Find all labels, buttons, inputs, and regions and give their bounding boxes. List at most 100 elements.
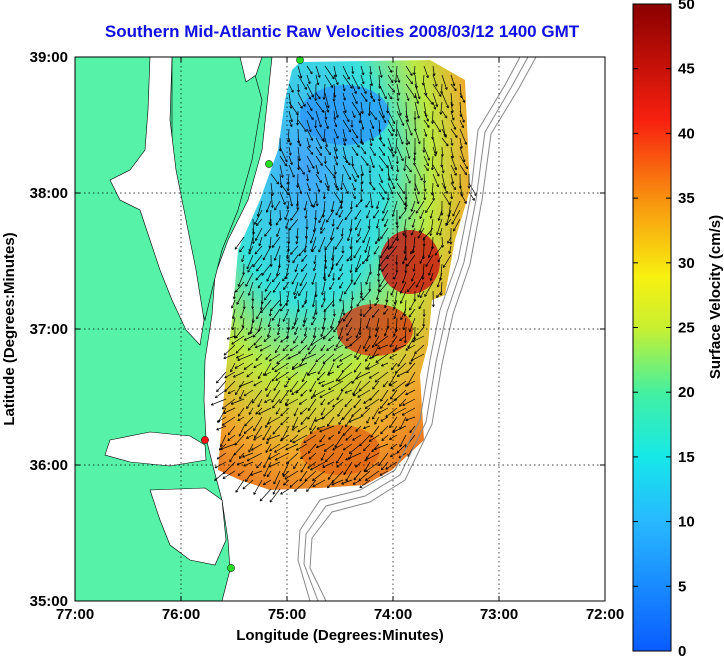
velocity-vector: [216, 452, 227, 460]
velocity-vector: [400, 308, 407, 321]
velocity-vector: [441, 164, 444, 174]
x-tick-labels: 77:00 76:00 75:00 74:00 73:00 72:00: [56, 57, 624, 623]
velocity-vector: [333, 182, 339, 191]
velocity-vector: [374, 371, 389, 383]
velocity-vector: [277, 317, 281, 327]
velocity-vector: [238, 425, 245, 437]
velocity-vector: [253, 416, 263, 432]
velocity-vector: [321, 380, 335, 387]
velocity-vector: [405, 416, 416, 421]
velocity-vector: [237, 416, 245, 421]
velocity-vector: [376, 290, 380, 300]
velocity-vector: [459, 146, 465, 163]
velocity-vector: [293, 461, 299, 469]
velocity-vector: [389, 434, 398, 440]
velocity-vector: [309, 380, 317, 392]
velocity-vector: [359, 479, 371, 489]
velocity-vector: [342, 128, 347, 142]
velocity-vector: [217, 407, 227, 423]
velocity-vector: [378, 65, 382, 78]
colorbar-tick-label: 40: [678, 125, 695, 142]
velocity-vector: [344, 209, 353, 221]
velocity-vector: [270, 182, 273, 196]
velocity-vector: [396, 191, 406, 206]
velocity-vector: [414, 191, 419, 204]
velocity-vector: [334, 434, 344, 448]
velocity-vector: [368, 218, 371, 229]
velocity-vector: [311, 245, 317, 253]
velocity-vector: [414, 182, 420, 195]
velocity-vector: [369, 110, 377, 120]
velocity-vector: [339, 263, 344, 272]
velocity-vector: [412, 236, 416, 254]
velocity-vector: [348, 416, 362, 423]
velocity-vector: [375, 236, 380, 245]
velocity-vector: [385, 407, 398, 418]
velocity-vector: [306, 182, 311, 192]
velocity-vector: [242, 317, 245, 328]
velocity-vector: [282, 470, 290, 477]
velocity-vector: [332, 353, 344, 362]
velocity-vector: [246, 371, 254, 378]
velocity-vector: [274, 200, 281, 211]
velocity-vector: [345, 434, 353, 441]
velocity-vector: [350, 236, 353, 250]
velocity-vector: [369, 191, 373, 209]
velocity-vector: [336, 389, 344, 401]
velocity-vector: [279, 290, 282, 307]
velocity-vector: [424, 281, 434, 297]
velocity-vector: [320, 344, 326, 351]
velocity-vector: [288, 92, 292, 109]
velocity-vector: [306, 164, 311, 173]
velocity-vector: [261, 263, 272, 276]
velocity-vector: [320, 326, 326, 337]
velocity-vector: [384, 299, 389, 308]
velocity-vector: [360, 281, 362, 296]
velocity-vector: [265, 443, 272, 453]
velocity-vector: [387, 236, 390, 250]
velocity-vector: [327, 470, 335, 480]
velocity-vector: [255, 272, 263, 281]
velocity-vector: [324, 110, 327, 120]
velocity-vector: [267, 326, 272, 338]
velocity-vector: [399, 398, 407, 407]
velocity-vector: [291, 272, 299, 285]
velocity-vector: [306, 110, 314, 120]
velocity-vector: [360, 74, 365, 85]
velocity-vector: [431, 155, 434, 170]
velocity-vector: [405, 74, 413, 85]
velocity-vector: [395, 362, 407, 374]
velocity-vector: [468, 182, 477, 197]
velocity-vector: [352, 479, 362, 485]
velocity-vector: [300, 452, 308, 460]
velocity-vector: [246, 254, 254, 270]
velocity-vector: [237, 272, 245, 287]
velocity-vector: [280, 488, 290, 495]
velocity-vector: [361, 290, 371, 301]
velocity-vector: [324, 92, 329, 108]
x-tick-label: 73:00: [480, 606, 518, 623]
velocity-vector: [221, 398, 236, 410]
velocity-vector: [448, 200, 452, 218]
velocity-vector: [453, 218, 461, 232]
velocity-vector: [262, 245, 272, 261]
velocity-vector: [414, 128, 421, 144]
velocity-vector: [327, 371, 335, 376]
velocity-vector: [255, 344, 263, 348]
velocity-vector: [459, 191, 467, 204]
velocity-vector: [239, 452, 245, 459]
velocity-vector: [355, 425, 362, 432]
velocity-vector: [400, 281, 407, 294]
velocity-vector: [317, 371, 326, 381]
velocity-vector: [285, 398, 290, 406]
velocity-vector: [349, 335, 362, 347]
velocity-vector: [396, 83, 400, 96]
velocity-vector: [253, 479, 263, 495]
velocity-vector: [216, 416, 227, 423]
velocity-vector: [276, 263, 281, 277]
velocity-vector: [414, 344, 425, 354]
colorbar-tick-label: 30: [678, 255, 695, 272]
velocity-vector: [303, 434, 317, 444]
velocity-vector: [267, 416, 281, 425]
velocity-vector: [293, 407, 299, 417]
